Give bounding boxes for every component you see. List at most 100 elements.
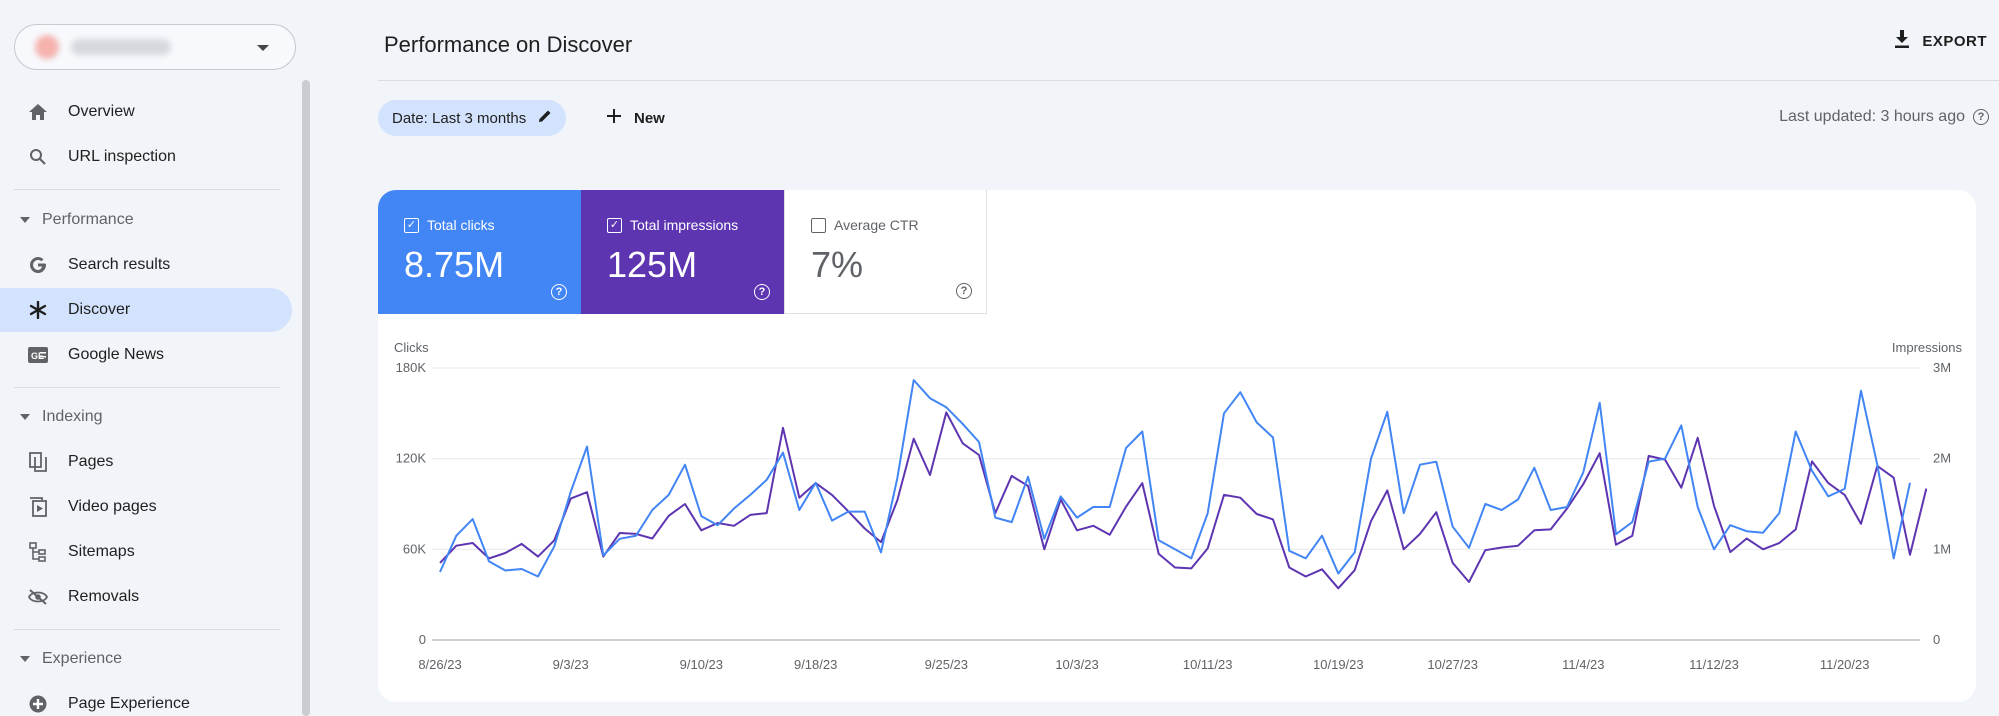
date-filter-chip[interactable]: Date: Last 3 months: [378, 100, 567, 136]
property-selector[interactable]: [14, 24, 296, 70]
checkbox-unchecked-icon[interactable]: [811, 217, 826, 233]
x-tick-label: 8/26/23: [418, 657, 461, 672]
series-line-impressions: [439, 411, 1928, 590]
x-tick-label: 9/10/23: [680, 657, 723, 672]
section-title: Indexing: [42, 408, 103, 425]
header-divider: [378, 80, 1999, 81]
sidebar-item-removals[interactable]: Removals: [0, 575, 292, 619]
left-tick-label: 60K: [403, 541, 426, 556]
sidebar: Overview URL inspection Performance Sear…: [0, 0, 310, 716]
metric-value: 7%: [811, 244, 864, 285]
pencil-icon: [538, 109, 552, 127]
page-title: Performance on Discover: [384, 32, 633, 57]
metric-total-clicks[interactable]: ✓ Total clicks 8.75M ?: [378, 190, 581, 314]
pages-icon: [28, 452, 48, 472]
help-icon[interactable]: ?: [754, 284, 770, 300]
section-title: Performance: [42, 211, 134, 228]
right-tick-label: 3M: [1933, 360, 1951, 375]
x-tick-label: 9/3/23: [553, 657, 589, 672]
help-icon[interactable]: ?: [956, 283, 972, 299]
left-tick-label: 0: [419, 632, 426, 647]
page-experience-icon: [28, 694, 48, 714]
new-label: New: [634, 109, 665, 127]
sidebar-item-search-results[interactable]: Search results: [0, 243, 292, 287]
x-tick-label: 10/3/23: [1055, 657, 1098, 672]
export-button[interactable]: EXPORT: [1894, 30, 1987, 52]
divider: [14, 387, 280, 388]
sidebar-item-label: Search results: [68, 256, 171, 273]
metric-value: 125M: [607, 244, 698, 285]
performance-card: ✓ Total clicks 8.75M ? ✓ Total impressio…: [378, 190, 1976, 702]
new-filter-button[interactable]: New: [606, 102, 665, 134]
checkbox-checked-icon[interactable]: ✓: [404, 217, 419, 233]
sidebar-item-discover[interactable]: Discover: [0, 288, 292, 332]
metric-value: 8.75M: [404, 244, 505, 285]
sidebar-item-url-inspection[interactable]: URL inspection: [0, 135, 292, 179]
x-tick-label: 10/19/23: [1313, 657, 1364, 672]
x-tick-label: 11/4/23: [1562, 657, 1604, 672]
metric-total-impressions[interactable]: ✓ Total impressions 125M ?: [581, 190, 784, 314]
chevron-down-icon: [257, 45, 269, 51]
help-icon[interactable]: ?: [1973, 109, 1989, 125]
right-tick-label: 0: [1933, 632, 1940, 647]
triangle-down-icon: [20, 656, 30, 662]
x-tick-label: 10/11/23: [1183, 657, 1233, 672]
metric-label-row: ✓ Total impressions: [607, 217, 738, 233]
svg-text:GE: GE: [31, 351, 44, 361]
sidebar-item-overview[interactable]: Overview: [0, 90, 292, 134]
help-icon[interactable]: ?: [551, 284, 567, 300]
last-updated-text: Last updated: 3 hours ago: [1779, 108, 1965, 125]
sidebar-item-label: Google News: [68, 346, 165, 363]
metric-label: Total clicks: [427, 217, 495, 233]
metric-average-ctr[interactable]: Average CTR 7% ?: [784, 190, 987, 314]
series-line-clicks: [439, 379, 1911, 578]
sidebar-item-label: Page Experience: [68, 695, 190, 712]
left-tick-label: 180K: [396, 360, 427, 375]
sidebar-item-label: Sitemaps: [68, 543, 135, 560]
metric-label: Average CTR: [834, 217, 919, 233]
search-icon: [28, 147, 48, 167]
metric-label-row: Average CTR: [811, 217, 919, 233]
divider: [14, 189, 280, 190]
sidebar-item-label: Video pages: [68, 498, 157, 515]
date-filter-label: Date: Last 3 months: [392, 109, 527, 127]
last-updated: Last updated: 3 hours ago ?: [1779, 108, 1989, 126]
sidebar-item-label: Discover: [68, 301, 131, 318]
x-tick-label: 9/25/23: [925, 657, 968, 672]
performance-chart[interactable]: Clicks Impressions 180K 3M 120K 2M 60K 1M 0 0 8/26…: [378, 190, 1976, 702]
video-pages-icon: [28, 497, 48, 517]
right-tick-label: 2M: [1933, 451, 1951, 466]
news-icon: GE: [28, 345, 48, 365]
property-favicon: [35, 35, 59, 59]
sidebar-item-google-news[interactable]: GE Google News: [0, 333, 292, 377]
download-icon: [1894, 30, 1910, 52]
sidebar-item-page-experience[interactable]: Page Experience: [0, 682, 292, 716]
sitemap-icon: [28, 542, 48, 562]
sidebar-item-label: Overview: [68, 103, 135, 120]
asterisk-icon: [28, 300, 48, 320]
x-tick-label: 9/18/23: [794, 657, 837, 672]
home-icon: [28, 102, 48, 122]
section-indexing[interactable]: Indexing: [0, 400, 292, 434]
right-axis-label: Impressions: [1892, 340, 1963, 355]
triangle-down-icon: [20, 217, 30, 223]
plus-icon: [606, 108, 622, 128]
checkbox-checked-icon[interactable]: ✓: [607, 217, 622, 233]
section-experience[interactable]: Experience: [0, 642, 292, 676]
export-label: EXPORT: [1922, 32, 1987, 50]
left-axis-label: Clicks: [394, 340, 429, 355]
sidebar-item-sitemaps[interactable]: Sitemaps: [0, 530, 292, 574]
x-tick-label: 10/27/23: [1427, 657, 1478, 672]
removals-icon: [28, 587, 48, 607]
sidebar-item-video-pages[interactable]: Video pages: [0, 485, 292, 529]
sidebar-scrollbar[interactable]: [302, 80, 310, 716]
sidebar-item-pages[interactable]: Pages: [0, 440, 292, 484]
triangle-down-icon: [20, 414, 30, 420]
right-tick-label: 1M: [1933, 541, 1951, 556]
x-tick-label: 11/12/23: [1689, 657, 1739, 672]
property-name-redacted: [71, 39, 171, 55]
sidebar-item-label: Pages: [68, 453, 114, 470]
metric-label: Total impressions: [630, 217, 739, 233]
section-title: Experience: [42, 650, 123, 667]
section-performance[interactable]: Performance: [0, 203, 292, 237]
